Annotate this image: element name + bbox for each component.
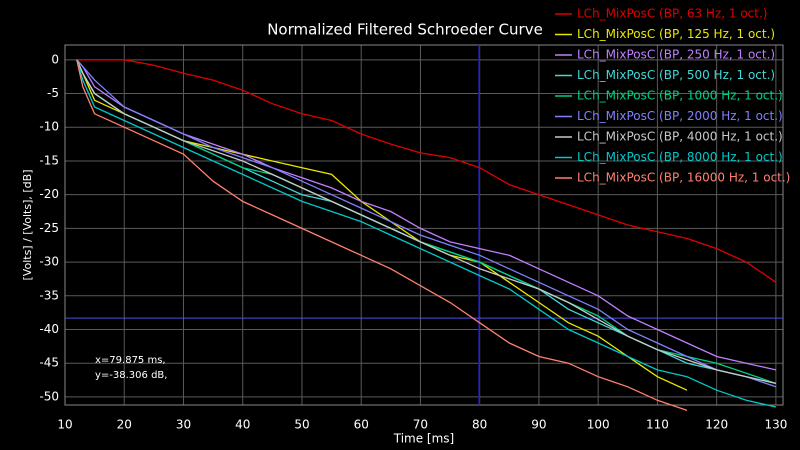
legend-label: LCh_MixPosC (BP, 250 Hz, 1 oct.): [577, 48, 775, 62]
x-tick-label: 110: [646, 418, 669, 432]
x-tick-label: 120: [705, 418, 728, 432]
legend: LCh_MixPosC (BP, 63 Hz, 1 oct.) LCh_MixPo…: [555, 7, 790, 185]
x-tick-label: 10: [57, 418, 72, 432]
x-tick-label: 90: [531, 418, 546, 432]
legend-label: LCh_MixPosC (BP, 8000 Hz, 1 oct.): [577, 150, 783, 164]
x-tick-label: 20: [117, 418, 132, 432]
y-tick-label: -25: [39, 221, 59, 235]
legend-label: LCh_MixPosC (BP, 1000 Hz, 1 oct.): [577, 89, 783, 103]
series-line: [76, 59, 777, 385]
x-tick-label: 50: [294, 418, 309, 432]
y-tick-label: -45: [39, 356, 59, 370]
y-tick-label: -50: [39, 389, 59, 403]
x-tick-label: 100: [587, 418, 610, 432]
series-line: [76, 59, 777, 283]
y-tick-label: -30: [39, 255, 59, 269]
legend-label: LCh_MixPosC (BP, 125 Hz, 1 oct.): [577, 27, 775, 41]
y-tick-label: 0: [51, 52, 59, 66]
x-axis-label: Time [ms]: [393, 432, 455, 446]
series-line: [76, 59, 777, 388]
cursor-label: y=-38.306 dB,: [95, 370, 167, 381]
legend-label: LCh_MixPosC (BP, 500 Hz, 1 oct.): [577, 68, 775, 82]
series-line: [76, 59, 688, 412]
y-tick-label: -35: [39, 288, 59, 302]
x-tick-label: 130: [764, 418, 787, 432]
legend-label: LCh_MixPosC (BP, 4000 Hz, 1 oct.): [577, 130, 783, 144]
x-tick-label: 70: [413, 418, 428, 432]
series-line: [76, 59, 777, 371]
y-tick-label: -20: [39, 187, 59, 201]
x-tick-label: 80: [472, 418, 487, 432]
y-tick-label: -10: [39, 120, 59, 134]
y-axis-label: [Volts] / [Volts], [dB]: [21, 170, 34, 281]
chart-title: Normalized Filtered Schroeder Curve: [267, 21, 543, 39]
x-tick-label: 30: [176, 418, 191, 432]
legend-label: LCh_MixPosC (BP, 16000 Hz, 1 oct.): [577, 171, 790, 185]
y-tick-label: -40: [39, 322, 59, 336]
legend-label: LCh_MixPosC (BP, 2000 Hz, 1 oct.): [577, 109, 783, 123]
cursor-label: x=79.875 ms,: [95, 355, 166, 366]
y-tick-label: -15: [39, 153, 59, 167]
series-line: [76, 59, 777, 408]
x-tick-label: 40: [235, 418, 250, 432]
legend-label: LCh_MixPosC (BP, 63 Hz, 1 oct.): [577, 7, 767, 21]
x-tick-label: 60: [354, 418, 369, 432]
plot-border: [64, 44, 784, 406]
y-tick-label: -5: [47, 86, 59, 100]
